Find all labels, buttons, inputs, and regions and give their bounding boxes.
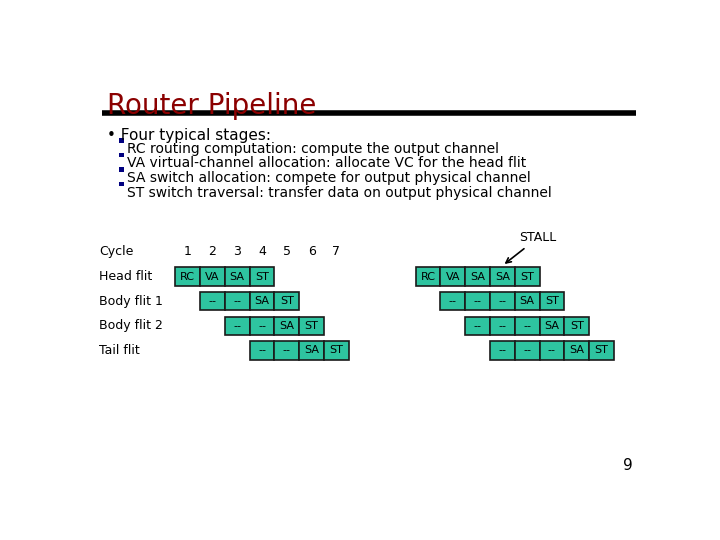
Bar [250,267,274,286]
Bar [490,267,515,286]
Text: RC: RC [420,272,436,281]
Text: SA: SA [255,296,269,306]
Text: 4: 4 [258,245,266,259]
Text: VA: VA [446,272,460,281]
Bar [441,267,465,286]
Text: 1: 1 [184,245,192,259]
Bar [120,167,124,172]
Text: SA: SA [230,272,245,281]
Text: VA virtual-channel allocation: allocate VC for the head flit: VA virtual-channel allocation: allocate … [127,157,526,171]
Text: --: -- [498,296,506,306]
Bar [175,267,200,286]
Bar [250,292,274,310]
Text: Router Pipeline: Router Pipeline [107,92,316,120]
Bar [441,292,465,310]
Text: 6: 6 [307,245,315,259]
Bar [539,316,564,335]
Bar [515,316,539,335]
Text: 2: 2 [209,245,217,259]
Text: ST: ST [595,346,608,355]
Text: --: -- [474,296,482,306]
Text: --: -- [498,321,506,331]
Text: 7: 7 [333,245,341,259]
Text: --: -- [233,296,241,306]
Text: SA: SA [520,296,534,306]
Text: --: -- [258,346,266,355]
Text: --: -- [233,321,241,331]
Bar [465,316,490,335]
Bar [225,267,250,286]
Text: 5: 5 [283,245,291,259]
Bar [120,153,124,157]
Text: --: -- [449,296,456,306]
Text: Tail flit: Tail flit [99,344,140,357]
Bar [515,341,539,360]
Text: 9: 9 [623,458,632,473]
Text: --: -- [209,296,217,306]
Text: Head flit: Head flit [99,270,153,283]
Text: SA: SA [495,272,510,281]
Bar [274,292,300,310]
Text: 3: 3 [233,245,241,259]
Bar [274,316,300,335]
Text: --: -- [523,346,531,355]
Text: SA switch allocation: compete for output physical channel: SA switch allocation: compete for output… [127,171,531,185]
Bar [200,292,225,310]
Text: STALL: STALL [506,231,557,263]
Text: ST: ST [280,296,294,306]
Text: --: -- [474,321,482,331]
Text: --: -- [258,321,266,331]
Bar [225,316,250,335]
Bar [490,341,515,360]
Bar [465,292,490,310]
Text: Cycle: Cycle [99,245,134,259]
Text: RC: RC [180,272,195,281]
Text: ST: ST [305,321,318,331]
Text: SA: SA [304,346,319,355]
Text: --: -- [283,346,291,355]
Text: --: -- [523,321,531,331]
Text: Body flit 2: Body flit 2 [99,319,163,332]
Bar [250,341,274,360]
Bar [200,267,225,286]
Text: SA: SA [470,272,485,281]
Text: ST: ST [570,321,584,331]
Text: ST: ST [330,346,343,355]
Bar [564,316,589,335]
Text: • Four typical stages:: • Four typical stages: [107,128,271,143]
Text: VA: VA [205,272,220,281]
Bar [300,316,324,335]
Bar [120,182,124,186]
Text: RC routing computation: compute the output channel: RC routing computation: compute the outp… [127,142,499,156]
Text: ST: ST [520,272,534,281]
Text: Body flit 1: Body flit 1 [99,295,163,308]
Bar [465,267,490,286]
Bar [490,292,515,310]
Bar [415,267,441,286]
Bar [539,292,564,310]
Text: --: -- [548,346,556,355]
Text: SA: SA [570,346,584,355]
Text: --: -- [498,346,506,355]
Bar [120,138,124,143]
Bar [300,341,324,360]
Bar [490,316,515,335]
Bar [515,267,539,286]
Bar [324,341,349,360]
Text: SA: SA [279,321,294,331]
Text: SA: SA [544,321,559,331]
Bar [274,341,300,360]
Bar [225,292,250,310]
Bar [589,341,614,360]
Text: ST: ST [545,296,559,306]
Bar [250,316,274,335]
Text: ST: ST [255,272,269,281]
Text: ST switch traversal: transfer data on output physical channel: ST switch traversal: transfer data on ou… [127,186,552,200]
Bar [539,341,564,360]
Bar [564,341,589,360]
Bar [515,292,539,310]
